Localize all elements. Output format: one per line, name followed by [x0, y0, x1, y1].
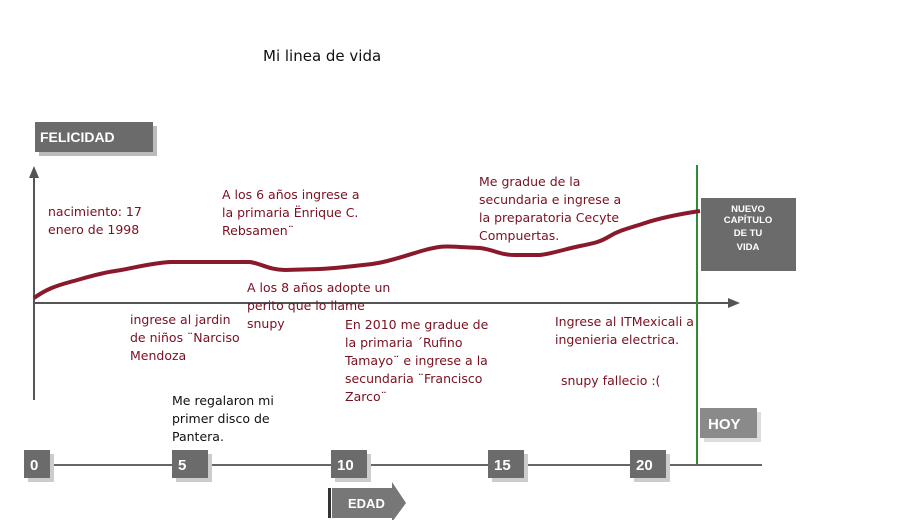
event-text: Zarco¨ [345, 389, 387, 404]
event-text: ingrese al jardin [130, 312, 231, 327]
event-text: snupy fallecio :( [561, 373, 660, 388]
event-text: la preparatoria Cecyte [479, 210, 619, 225]
y-label-box [35, 122, 153, 152]
age-label: 15 [494, 457, 511, 474]
y-axis-label: FELICIDAD [40, 129, 115, 145]
next-chapter-box [701, 198, 796, 271]
event-text: Mendoza [130, 348, 186, 363]
event-text: Rebsamen¨ [222, 223, 294, 238]
event-text: Tamayo¨ e ingrese a la [344, 353, 488, 368]
event-text: Ingrese al ITMexicali a [555, 314, 694, 329]
next-chapter-line: DE TU [734, 228, 763, 239]
age-arrow [332, 482, 406, 520]
age-box [630, 450, 666, 478]
event-text: secundaria ¨Francisco [345, 371, 482, 386]
age-box [24, 450, 50, 478]
x-axis-label: EDAD [348, 496, 385, 511]
age-box [331, 450, 367, 478]
event-text: secundaria e ingrese a [479, 192, 621, 207]
now-label: HOY [708, 416, 741, 433]
age-label: 0 [30, 457, 38, 474]
next-chapter-line: CAPÍTULO [724, 215, 773, 226]
arrow-tail [328, 488, 331, 518]
next-chapter-line: NUEVO [731, 204, 765, 215]
event-text: primer disco de [172, 411, 270, 426]
event-text: A los 8 años adopte un [247, 280, 390, 295]
event-text: A los 6 años ingrese a [222, 187, 360, 202]
next-chapter-line: VIDA [737, 242, 760, 253]
event-text: Me regalaron mi [172, 393, 274, 408]
event-text: En 2010 me gradue de [345, 317, 489, 332]
event-text: de niños ¨Narciso [130, 330, 240, 345]
event-text: Compuertas. [479, 228, 559, 243]
event-text: perito que lo llame [247, 298, 365, 313]
event-text: Me gradue de la [479, 174, 580, 189]
happiness-curve [32, 209, 701, 300]
event-text: snupy [247, 316, 285, 331]
event-text: Pantera. [172, 429, 224, 444]
now-box [700, 408, 757, 438]
arrow [29, 166, 39, 178]
age-label: 10 [337, 457, 354, 474]
event-text: enero de 1998 [48, 222, 139, 237]
event-text: ingenieria electrica. [555, 332, 679, 347]
age-box [488, 450, 524, 478]
title: Mi linea de vida [263, 47, 381, 65]
event-text: la primaria ´Rufino [345, 335, 462, 350]
event-text: la primaria Ënrique C. [222, 205, 358, 220]
arrow [728, 298, 740, 308]
event-text: nacimiento: 17 [48, 204, 142, 219]
age-label: 5 [178, 457, 186, 474]
age-label: 20 [636, 457, 653, 474]
age-box [172, 450, 208, 478]
